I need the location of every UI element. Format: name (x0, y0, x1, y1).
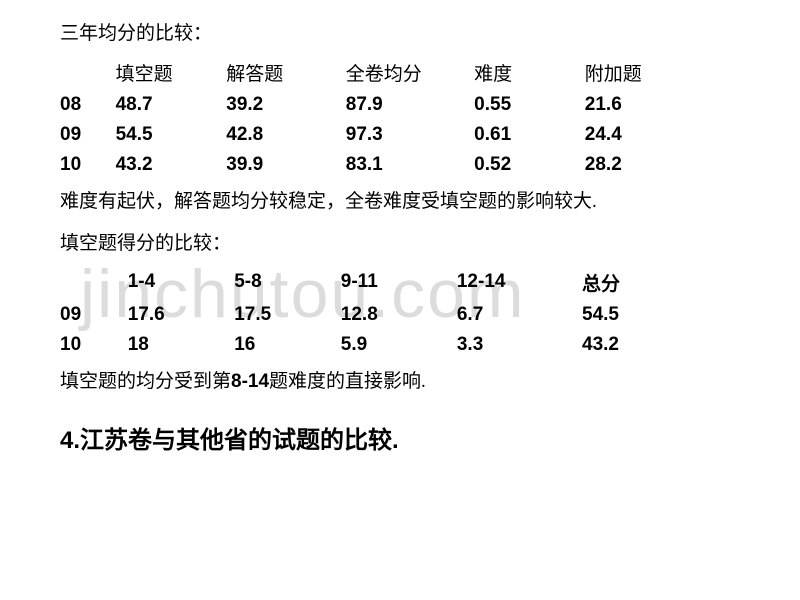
table-cell: 43.2 (582, 330, 660, 360)
table-cell: 17.5 (234, 300, 341, 330)
table-cell: 5.9 (341, 330, 457, 360)
table-cell: 0.55 (474, 90, 585, 120)
table-cell: 83.1 (346, 150, 474, 180)
table-header (60, 265, 128, 300)
table-cell: 97.3 (346, 120, 474, 150)
section-text: 江苏卷与其他省的试题的比较. (80, 427, 399, 454)
table-three-year: 填空题 解答题 全卷均分 难度 附加题 08 48.7 39.2 87.9 0.… (60, 55, 660, 180)
caption-2-c: 题难度的直接影响. (269, 371, 426, 392)
section-4-title: 4.江苏卷与其他省的试题的比较. (60, 420, 660, 455)
table-cell: 10 (60, 330, 128, 360)
table-header (60, 55, 116, 90)
table-cell: 42.8 (226, 120, 346, 150)
caption-2: 填空题的均分受到第8-14题难度的直接影响. (60, 368, 660, 397)
table-cell: 43.2 (116, 150, 227, 180)
table-cell: 28.2 (585, 150, 660, 180)
table-cell: 6.7 (457, 300, 582, 330)
table-header: 5-8 (234, 265, 341, 300)
table-header: 难度 (474, 55, 585, 90)
table-fill-score: 1-4 5-8 9-11 12-14 总分 09 17.6 17.5 12.8 … (60, 265, 660, 360)
table-cell: 0.61 (474, 120, 585, 150)
table-header: 填空题 (116, 55, 227, 90)
table-cell: 24.4 (585, 120, 660, 150)
document-content: 三年均分的比较： 填空题 解答题 全卷均分 难度 附加题 08 48.7 39.… (60, 20, 660, 455)
section-number: 4. (60, 427, 80, 454)
table-cell: 3.3 (457, 330, 582, 360)
table-cell: 09 (60, 300, 128, 330)
heading-1: 三年均分的比较： (60, 20, 660, 49)
table-cell: 21.6 (585, 90, 660, 120)
heading-2: 填空题得分的比较： (60, 230, 660, 259)
table-row: 1-4 5-8 9-11 12-14 总分 (60, 265, 660, 300)
table-header: 附加题 (585, 55, 660, 90)
table-cell: 17.6 (128, 300, 235, 330)
caption-2-b: 8-14 (231, 371, 269, 392)
table-header: 总分 (582, 265, 660, 300)
table-cell: 54.5 (116, 120, 227, 150)
table-cell: 54.5 (582, 300, 660, 330)
table-header: 全卷均分 (346, 55, 474, 90)
table-header: 9-11 (341, 265, 457, 300)
table-row: 09 54.5 42.8 97.3 0.61 24.4 (60, 120, 660, 150)
table-cell: 48.7 (116, 90, 227, 120)
table-cell: 08 (60, 90, 116, 120)
table-cell: 39.2 (226, 90, 346, 120)
table-cell: 18 (128, 330, 235, 360)
table-row: 08 48.7 39.2 87.9 0.55 21.6 (60, 90, 660, 120)
caption-2-a: 填空题的均分受到第 (60, 371, 231, 392)
table-header: 解答题 (226, 55, 346, 90)
table-header: 1-4 (128, 265, 235, 300)
table-cell: 39.9 (226, 150, 346, 180)
table-row: 10 18 16 5.9 3.3 43.2 (60, 330, 660, 360)
table-cell: 09 (60, 120, 116, 150)
table-cell: 10 (60, 150, 116, 180)
table-row: 填空题 解答题 全卷均分 难度 附加题 (60, 55, 660, 90)
caption-1: 难度有起伏，解答题均分较稳定，全卷难度受填空题的影响较大. (60, 188, 660, 217)
table-row: 09 17.6 17.5 12.8 6.7 54.5 (60, 300, 660, 330)
table-cell: 87.9 (346, 90, 474, 120)
table-cell: 16 (234, 330, 341, 360)
table-cell: 12.8 (341, 300, 457, 330)
table-row: 10 43.2 39.9 83.1 0.52 28.2 (60, 150, 660, 180)
table-cell: 0.52 (474, 150, 585, 180)
table-header: 12-14 (457, 265, 582, 300)
